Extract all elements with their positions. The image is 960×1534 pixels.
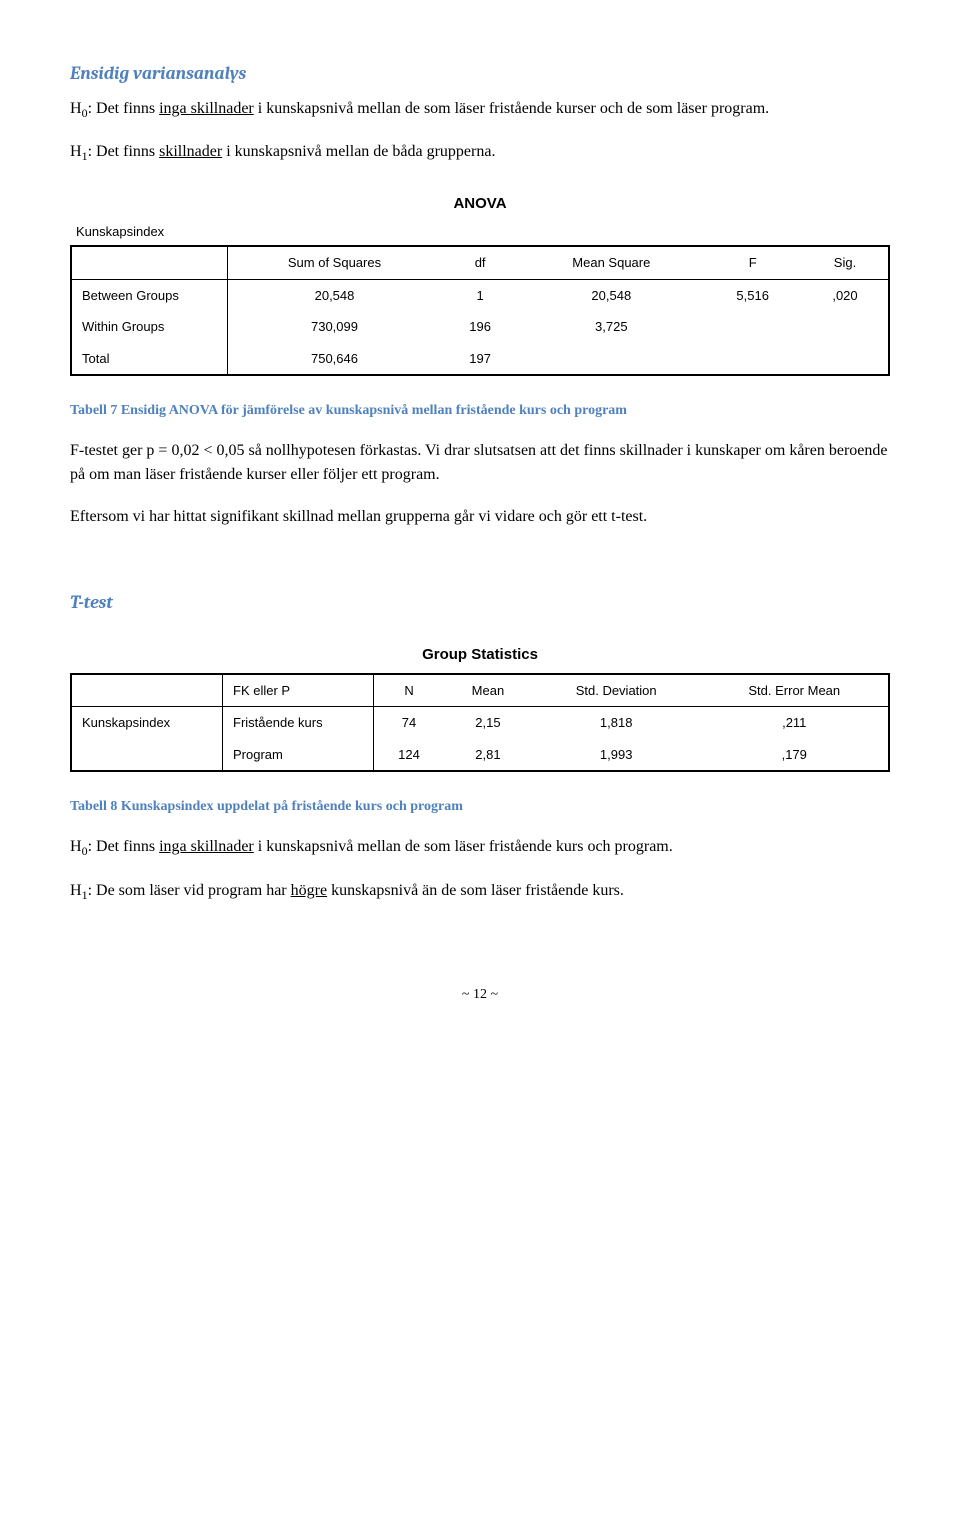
tt-h1-prefix: H xyxy=(70,882,82,899)
anova-header-ms: Mean Square xyxy=(519,246,703,279)
anova-caption: Tabell 7 Ensidig ANOVA för jämförelse av… xyxy=(70,400,890,421)
table-row: Total 750,646 197 xyxy=(71,343,889,376)
tt-h0-text1: : Det finns xyxy=(88,838,160,855)
h0-prefix: H xyxy=(70,100,82,117)
anova-cell xyxy=(519,343,703,376)
gstats-header-row: FK eller P N Mean Std. Deviation Std. Er… xyxy=(71,674,889,707)
anova-cell: 20,548 xyxy=(228,279,441,311)
gstats-caption: Tabell 8 Kunskapsindex uppdelat på frist… xyxy=(70,796,890,817)
anova-cell: 3,725 xyxy=(519,311,703,343)
anova-title: ANOVA xyxy=(70,193,890,216)
anova-header-ss: Sum of Squares xyxy=(228,246,441,279)
gstats-cell: 2,81 xyxy=(444,739,532,772)
h1-prefix: H xyxy=(70,143,82,160)
gstats-header-sd: Std. Deviation xyxy=(532,674,701,707)
tt-h1-text2: kunskapsnivå än de som läser fristående … xyxy=(327,882,624,899)
gstats-cell: 1,818 xyxy=(532,707,701,739)
anova-header-row: Sum of Squares df Mean Square F Sig. xyxy=(71,246,889,279)
gstats-group: Program xyxy=(223,739,374,772)
table-row: Program 124 2,81 1,993 ,179 xyxy=(71,739,889,772)
h0-underline: inga skillnader xyxy=(159,100,254,117)
anova-subtitle: Kunskapsindex xyxy=(70,222,890,242)
anova-cell: ,020 xyxy=(802,279,889,311)
anova-cell: 5,516 xyxy=(703,279,802,311)
h0-text1: : Det finns xyxy=(88,100,160,117)
anova-row-label: Between Groups xyxy=(71,279,228,311)
interpretation-1: F-testet ger p = 0,02 < 0,05 så nollhypo… xyxy=(70,439,890,487)
anova-row-label: Total xyxy=(71,343,228,376)
ttest-h1: H1: De som läser vid program har högre k… xyxy=(70,879,890,904)
gstats-cell: ,211 xyxy=(701,707,889,739)
gstats-header-blank xyxy=(71,674,223,707)
anova-header-f: F xyxy=(703,246,802,279)
gstats-group: Fristående kurs xyxy=(223,707,374,739)
gstats-header-mean: Mean xyxy=(444,674,532,707)
table-row: Within Groups 730,099 196 3,725 xyxy=(71,311,889,343)
ttest-heading: T-test xyxy=(70,589,890,616)
anova-cell xyxy=(703,311,802,343)
page-number: ~ 12 ~ xyxy=(70,984,890,1005)
tt-h0-prefix: H xyxy=(70,838,82,855)
tt-h1-text1: : De som läser vid program har xyxy=(88,882,291,899)
gstats-table: FK eller P N Mean Std. Deviation Std. Er… xyxy=(70,673,890,773)
gstats-cell: 74 xyxy=(374,707,445,739)
hypothesis-h0: H0: Det finns inga skillnader i kunskaps… xyxy=(70,97,890,122)
anova-header-df: df xyxy=(441,246,519,279)
h1-text1: : Det finns xyxy=(88,143,160,160)
gstats-name: Kunskapsindex xyxy=(71,707,223,739)
h1-text2: i kunskapsnivå mellan de båda grupperna. xyxy=(222,143,495,160)
tt-h0-underline: inga skillnader xyxy=(159,838,254,855)
anova-row-label: Within Groups xyxy=(71,311,228,343)
gstats-cell: ,179 xyxy=(701,739,889,772)
h0-text2: i kunskapsnivå mellan de som läser frist… xyxy=(254,100,769,117)
gstats-name xyxy=(71,739,223,772)
table-row: Between Groups 20,548 1 20,548 5,516 ,02… xyxy=(71,279,889,311)
anova-cell: 20,548 xyxy=(519,279,703,311)
anova-cell xyxy=(802,311,889,343)
table-row: Kunskapsindex Fristående kurs 74 2,15 1,… xyxy=(71,707,889,739)
gstats-header-n: N xyxy=(374,674,445,707)
anova-cell: 196 xyxy=(441,311,519,343)
anova-cell: 730,099 xyxy=(228,311,441,343)
ttest-h0: H0: Det finns inga skillnader i kunskaps… xyxy=(70,835,890,860)
gstats-cell: 1,993 xyxy=(532,739,701,772)
interpretation-2: Eftersom vi har hittat signifikant skill… xyxy=(70,505,890,529)
gstats-header-se: Std. Error Mean xyxy=(701,674,889,707)
gstats-cell: 2,15 xyxy=(444,707,532,739)
anova-cell xyxy=(802,343,889,376)
tt-h0-text2: i kunskapsnivå mellan de som läser frist… xyxy=(254,838,673,855)
gstats-header-group: FK eller P xyxy=(223,674,374,707)
anova-header-blank xyxy=(71,246,228,279)
tt-h1-underline: högre xyxy=(291,882,327,899)
gstats-title: Group Statistics xyxy=(70,644,890,667)
anova-header-sig: Sig. xyxy=(802,246,889,279)
h1-underline: skillnader xyxy=(159,143,222,160)
gstats-cell: 124 xyxy=(374,739,445,772)
anova-table: Sum of Squares df Mean Square F Sig. Bet… xyxy=(70,245,890,376)
section-heading: Ensidig variansanalys xyxy=(70,60,890,87)
anova-cell: 197 xyxy=(441,343,519,376)
anova-cell: 750,646 xyxy=(228,343,441,376)
anova-cell: 1 xyxy=(441,279,519,311)
anova-cell xyxy=(703,343,802,376)
hypothesis-h1: H1: Det finns skillnader i kunskapsnivå … xyxy=(70,140,890,165)
